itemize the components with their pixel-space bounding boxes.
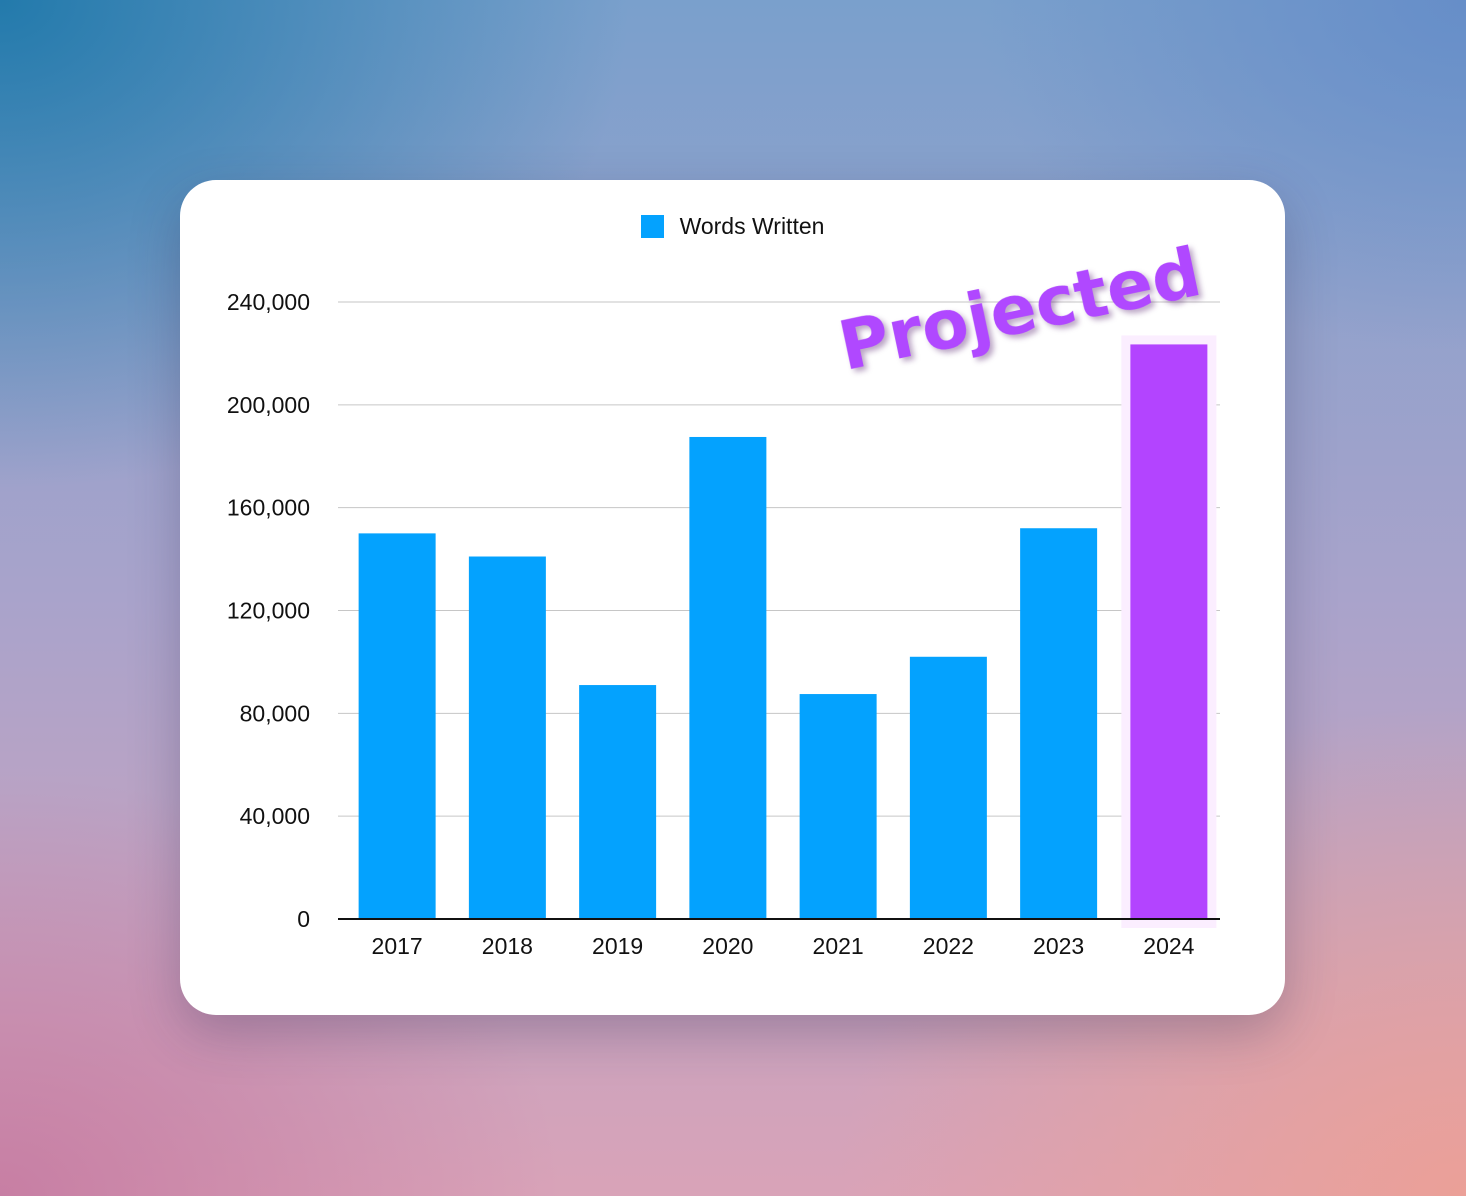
x-tick-label: 2022 xyxy=(923,933,974,959)
y-tick-label: 120,000 xyxy=(227,598,310,624)
bar-2019 xyxy=(579,685,657,919)
bar-2022 xyxy=(909,656,987,919)
y-tick-labels: 0 40,000 80,000 120,000 160,000 200,000 240,00… xyxy=(227,289,310,932)
y-tick-label: 160,000 xyxy=(227,495,310,521)
bar-2018 xyxy=(468,556,546,919)
bar-2021 xyxy=(799,694,877,919)
bar-2023 xyxy=(1020,528,1098,919)
y-tick-label: 200,000 xyxy=(227,392,310,418)
bar-2017 xyxy=(358,533,436,919)
y-tick-label: 40,000 xyxy=(240,803,310,829)
legend-swatch xyxy=(640,215,664,238)
x-tick-label: 2024 xyxy=(1143,933,1194,959)
x-tick-label: 2018 xyxy=(482,933,533,959)
chart-card: Words Written 0 40,000 80,000 120,000 160,00… xyxy=(180,180,1285,1015)
legend-label: Words Written xyxy=(679,213,825,239)
x-tick-label: 2023 xyxy=(1033,933,1084,959)
x-tick-label: 2019 xyxy=(592,933,643,959)
legend: Words Written xyxy=(180,213,1285,240)
x-tick-labels: 2017 2018 2019 2020 2021 2022 2023 2024 xyxy=(372,933,1195,959)
y-tick-label: 80,000 xyxy=(240,700,310,726)
x-tick-label: 2021 xyxy=(813,933,864,959)
bars xyxy=(358,335,1217,928)
y-tick-label: 240,000 xyxy=(227,289,310,315)
x-tick-label: 2020 xyxy=(702,933,753,959)
bar-2020 xyxy=(689,436,767,919)
x-tick-label: 2017 xyxy=(372,933,423,959)
bar-chart: 0 40,000 80,000 120,000 160,000 200,000 240,00… xyxy=(227,233,1220,959)
bar-2024 xyxy=(1130,344,1208,919)
y-tick-label: 0 xyxy=(297,906,310,932)
